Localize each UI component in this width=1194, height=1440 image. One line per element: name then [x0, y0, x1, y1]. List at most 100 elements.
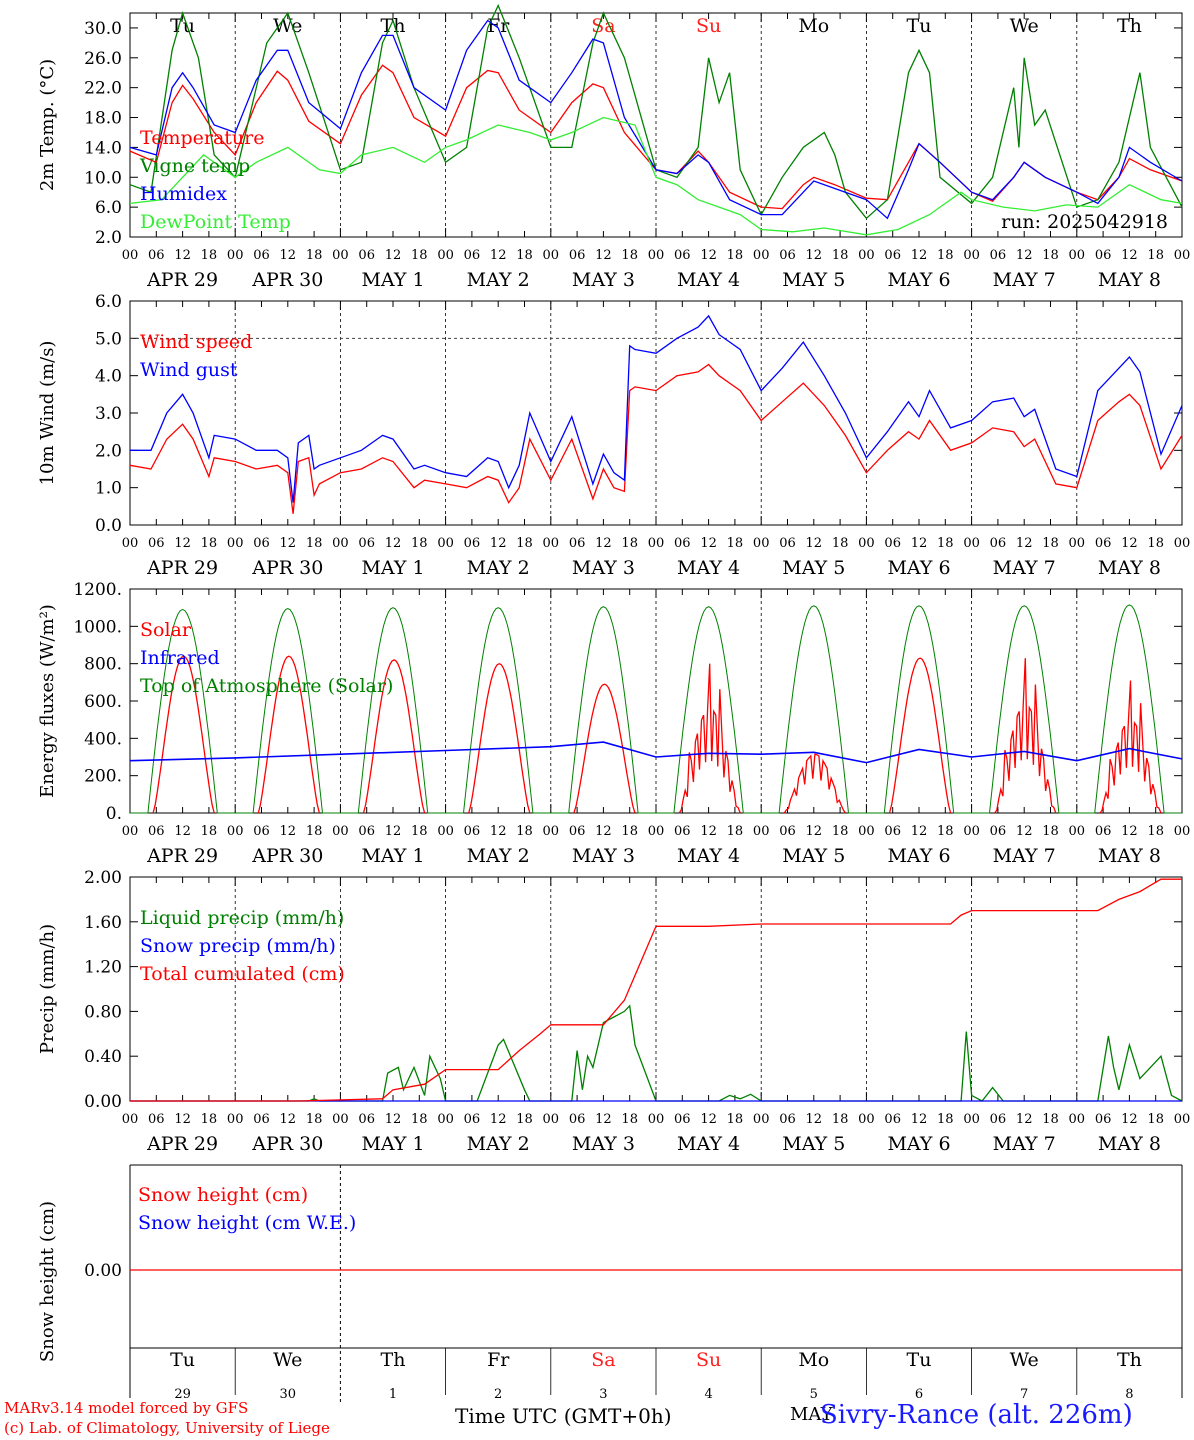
hour-tick-label: 12 [174, 1112, 191, 1127]
legend-entry: Wind speed [140, 331, 252, 353]
hour-tick-label: 12 [911, 248, 928, 263]
hour-tick-label: 00 [1069, 824, 1086, 839]
energy-panel: 0. 200. 400. 600. 800. 1000. 1200. Energy fluxe… [37, 580, 1190, 867]
date-label: MAY 8 [1098, 845, 1161, 867]
legend-entry: DewPoint Temp [140, 211, 291, 233]
hour-tick-label: 06 [464, 248, 481, 263]
hour-tick-label: 12 [280, 824, 297, 839]
legend-entry: Infrared [140, 647, 220, 669]
hour-tick-label: 12 [806, 248, 823, 263]
plot-frame [129, 588, 1183, 814]
hour-tick-label: 12 [385, 536, 402, 551]
date-label: MAY 4 [677, 557, 740, 579]
weekday-label: We [1010, 15, 1039, 37]
hour-tick-label: 18 [727, 824, 744, 839]
hour-tick-label: 12 [1121, 536, 1138, 551]
series-line [152, 655, 215, 814]
hour-tick-label: 06 [990, 536, 1007, 551]
hour-tick-label: 12 [911, 1112, 928, 1127]
y-tick-label: 10.0 [84, 168, 122, 188]
y-tick-label: 0. [106, 804, 122, 824]
y-tick-label: 400. [84, 729, 122, 749]
hour-tick-label: 06 [358, 1112, 375, 1127]
weekday-label: We [273, 15, 302, 37]
weekday-label: Th [1117, 15, 1142, 37]
hour-tick-label: 00 [753, 1112, 770, 1127]
hour-tick-label: 06 [884, 824, 901, 839]
y-tick-label: 30.0 [84, 19, 122, 39]
hour-tick-label: 18 [727, 1112, 744, 1127]
hour-tick-label: 18 [1042, 536, 1059, 551]
legend-entry: Snow height (cm W.E.) [138, 1212, 356, 1234]
hour-tick-label: 12 [1121, 248, 1138, 263]
y-tick-label: 0.00 [84, 1092, 122, 1112]
hour-tick-label: 06 [148, 248, 165, 263]
weekday-label: Mo [798, 1349, 829, 1371]
hour-tick-label: 00 [227, 536, 244, 551]
hour-tick-label: 06 [464, 824, 481, 839]
legend-entry: Liquid precip (mm/h) [140, 907, 344, 929]
hour-tick-label: 06 [569, 824, 586, 839]
hour-tick-label: 12 [806, 1112, 823, 1127]
hour-tick-label: 18 [411, 248, 428, 263]
hour-tick-label: 18 [621, 536, 638, 551]
weekday-label: We [1010, 1349, 1039, 1371]
hour-tick-label: 06 [674, 536, 691, 551]
hour-tick-label: 06 [1095, 248, 1112, 263]
weekday-label: Su [696, 1349, 721, 1371]
hour-tick-label: 18 [832, 536, 849, 551]
series-line [656, 606, 762, 814]
series-line [130, 314, 1183, 503]
series-line [1076, 604, 1182, 814]
hour-tick-label: 12 [1016, 536, 1033, 551]
hour-tick-label: 06 [884, 536, 901, 551]
legend-entry: Wind gust [140, 359, 238, 381]
date-label: MAY 4 [677, 845, 740, 867]
hour-tick-label: 12 [806, 824, 823, 839]
date-label: APR 29 [146, 557, 218, 579]
hour-tick-label: 06 [1095, 824, 1112, 839]
hour-tick-label: 18 [411, 1112, 428, 1127]
y-axis-label: Precip (mm/h) [37, 924, 58, 1054]
weekday-label: Fr [487, 1349, 510, 1371]
hour-tick-label: 00 [332, 248, 349, 263]
legend-entry: Snow height (cm) [138, 1184, 308, 1206]
date-label: MAY 7 [993, 1133, 1056, 1155]
series-line [129, 116, 1183, 236]
hour-tick-label: 18 [621, 248, 638, 263]
hour-tick-label: 00 [648, 824, 665, 839]
hour-tick-label: 06 [1095, 536, 1112, 551]
hour-tick-label: 00 [753, 248, 770, 263]
hour-tick-label: 12 [595, 1112, 612, 1127]
date-label: MAY 1 [361, 845, 424, 867]
hour-tick-label: 12 [700, 824, 717, 839]
date-label: APR 30 [251, 557, 323, 579]
day-number-label: 7 [1020, 1387, 1028, 1402]
hour-tick-label: 06 [358, 248, 375, 263]
bottom-month-label: MAY [790, 1404, 833, 1425]
hour-tick-label: 00 [963, 824, 980, 839]
date-label: MAY 4 [677, 1133, 740, 1155]
date-label: MAY 4 [677, 269, 740, 291]
hour-tick-label: 00 [753, 536, 770, 551]
hour-tick-label: 18 [201, 248, 218, 263]
hour-tick-label: 18 [306, 248, 323, 263]
date-label: MAY 1 [361, 269, 424, 291]
hour-tick-label: 00 [1069, 248, 1086, 263]
hour-tick-label: 00 [227, 824, 244, 839]
day-number-label: 5 [810, 1387, 818, 1402]
day-number-label: 2 [494, 1387, 502, 1402]
series-line [783, 753, 846, 814]
date-label: MAY 1 [361, 557, 424, 579]
y-tick-label: 600. [84, 692, 122, 712]
hour-tick-label: 12 [280, 1112, 297, 1127]
y-tick-label: 4.0 [95, 367, 122, 387]
weekday-label: Tu [907, 1349, 932, 1371]
x-axis-title: Time UTC (GMT+0h) [455, 1404, 672, 1428]
day-number-label: 4 [704, 1387, 712, 1402]
hour-tick-label: 18 [306, 824, 323, 839]
hour-tick-label: 18 [516, 248, 533, 263]
hour-tick-label: 18 [516, 536, 533, 551]
series-line [130, 1004, 1183, 1102]
hour-tick-label: 06 [990, 824, 1007, 839]
